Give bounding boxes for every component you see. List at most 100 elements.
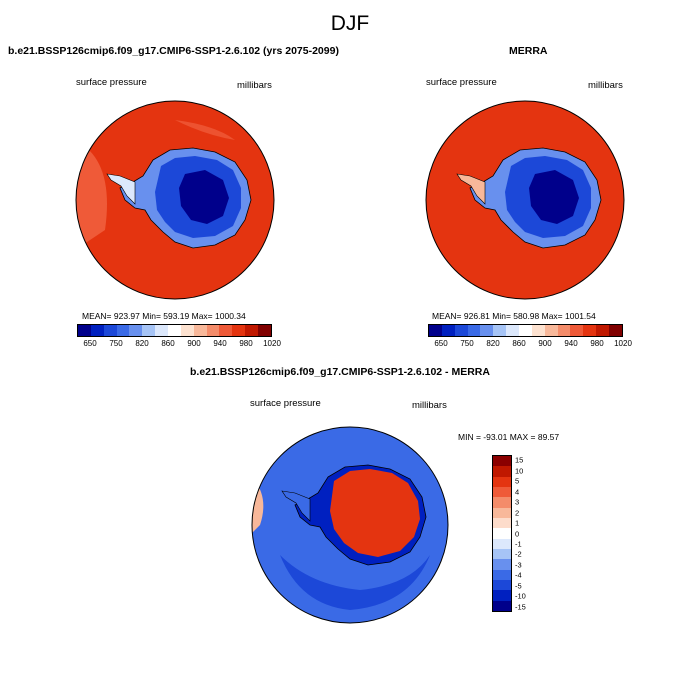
difference-peninsula: [281, 490, 311, 522]
merra-colorbar-swatch: [531, 325, 545, 336]
difference-colorbar-swatch: [493, 548, 511, 560]
merra-colorbar-swatch: [429, 325, 442, 336]
model-colorbar-swatch: [155, 325, 169, 336]
merra-colorbar-tick-label: 1020: [614, 339, 632, 348]
model-colorbar-swatch: [129, 325, 143, 336]
model-colorbar-ticks: 650 750 820 860 900 940 980 1020: [77, 339, 281, 349]
model-colorbar-swatch: [116, 325, 130, 336]
difference-colorbar-tick-label: 10: [515, 466, 524, 476]
model-colorbar-tick-label: 940: [213, 339, 227, 348]
model-colorbar-swatch: [232, 325, 246, 336]
model-colorbar-tick-label: 980: [239, 339, 253, 348]
model-colorbar-swatch: [78, 325, 91, 336]
merra-colorbar-tick-label: 860: [512, 339, 526, 348]
difference-colorbar-swatch: [493, 466, 511, 477]
difference-units-label: millibars: [412, 400, 447, 411]
merra-colorbar-tick-label: 900: [538, 339, 552, 348]
merra-colorbar-tick-label: 750: [460, 339, 474, 348]
model-colorbar-tick-label: 750: [109, 339, 123, 348]
merra-colorbar-swatch: [480, 325, 494, 336]
merra-colorbar-tick-label: 980: [590, 339, 604, 348]
difference-minmax: MIN = -93.01 MAX = 89.57: [458, 432, 560, 442]
merra-units-label: millibars: [588, 80, 623, 91]
merra-colorbar-swatch: [467, 325, 481, 336]
merra-stats: MEAN= 926.81 Min= 580.98 Max= 1001.54: [432, 311, 596, 321]
model-stats: MEAN= 923.97 Min= 593.19 Max= 1000.34: [82, 311, 246, 321]
difference-colorbar-swatch: [493, 538, 511, 549]
difference-colorbar-tick-label: -15: [515, 602, 526, 612]
difference-antarctica-interior: [330, 469, 420, 557]
difference-colorbar-swatch: [493, 456, 511, 467]
difference-colorbar-tick-label: -1: [515, 539, 522, 549]
difference-colorbar-tick-label: -5: [515, 581, 522, 591]
merra-colorbar: [428, 324, 623, 337]
merra-polar-map: [425, 100, 625, 300]
difference-colorbar-tick-label: -2: [515, 549, 522, 559]
difference-polar-map: [251, 426, 449, 624]
model-colorbar-swatch: [193, 325, 207, 336]
model-colorbar-tick-label: 1020: [263, 339, 281, 348]
merra-peninsula: [456, 173, 486, 205]
model-colorbar-tick-label: 860: [161, 339, 175, 348]
merra-colorbar-swatch: [583, 325, 597, 336]
difference-colorbar-swatch: [493, 590, 511, 601]
model-colorbar-swatch: [219, 325, 233, 336]
merra-colorbar-swatch: [557, 325, 571, 336]
merra-panel-title: MERRA: [509, 45, 548, 57]
merra-colorbar-swatch: [519, 325, 532, 336]
difference-colorbar-ticks: 15 10 5 4 3 2 1 0 -1 -2 -3 -4 -5 -10 -15: [515, 455, 545, 612]
merra-colorbar-tick-label: 820: [486, 339, 500, 348]
model-variable-label: surface pressure: [76, 77, 147, 88]
model-panel-title: b.e21.BSSP126cmip6.f09_g17.CMIP6-SSP1-2.…: [8, 45, 339, 57]
difference-colorbar-swatch: [493, 486, 511, 498]
difference-colorbar-swatch: [493, 507, 511, 518]
merra-colorbar-swatch: [609, 325, 622, 336]
difference-colorbar-swatch: [493, 497, 511, 508]
model-peninsula: [106, 173, 136, 205]
model-colorbar-swatch: [206, 325, 220, 336]
difference-colorbar-tick-label: 0: [515, 529, 520, 538]
merra-colorbar-swatch: [570, 325, 584, 336]
difference-colorbar-tick-label: -10: [515, 591, 526, 601]
model-colorbar-tick-label: 650: [83, 339, 97, 348]
model-ocean-anomaly-north: [175, 120, 235, 140]
model-colorbar-swatch: [90, 325, 104, 336]
season-title: DJF: [330, 12, 370, 35]
model-colorbar-swatch: [180, 325, 194, 336]
model-colorbar-swatch: [168, 325, 181, 336]
difference-colorbar-swatch: [493, 517, 511, 529]
merra-colorbar-tick-label: 940: [564, 339, 578, 348]
model-colorbar-swatch: [245, 325, 259, 336]
difference-colorbar-tick-label: 5: [515, 476, 520, 486]
difference-ocean-dark-band: [280, 555, 430, 610]
model-units-label: millibars: [237, 80, 272, 91]
difference-colorbar-swatch: [493, 579, 511, 591]
difference-panel-title: b.e21.BSSP126cmip6.f09_g17.CMIP6-SSP1-2.…: [190, 366, 490, 378]
difference-colorbar: [492, 455, 512, 612]
merra-colorbar-ticks: 650 750 820 860 900 940 980 1020: [428, 339, 632, 349]
merra-antarctica-interior: [529, 170, 579, 224]
difference-colorbar-tick-label: 1: [515, 518, 520, 528]
merra-colorbar-swatch: [544, 325, 558, 336]
difference-colorbar-tick-label: 15: [515, 455, 524, 465]
model-colorbar: [77, 324, 272, 337]
model-colorbar-tick-label: 820: [135, 339, 149, 348]
model-polar-map: [75, 100, 275, 300]
difference-colorbar-swatch: [493, 600, 511, 611]
merra-colorbar-tick-label: 650: [434, 339, 448, 348]
model-colorbar-tick-label: 900: [187, 339, 201, 348]
difference-colorbar-swatch: [493, 559, 511, 570]
model-colorbar-swatch: [258, 325, 271, 336]
difference-colorbar-swatch: [493, 528, 511, 539]
difference-colorbar-tick-label: 4: [515, 487, 520, 497]
merra-variable-label: surface pressure: [426, 77, 497, 88]
merra-colorbar-swatch: [441, 325, 455, 336]
difference-colorbar-tick-label: 3: [515, 497, 520, 507]
difference-colorbar-tick-label: 2: [515, 508, 520, 518]
merra-colorbar-swatch: [493, 325, 507, 336]
model-antarctica-interior: [179, 170, 229, 224]
merra-colorbar-swatch: [506, 325, 520, 336]
merra-colorbar-swatch: [454, 325, 468, 336]
model-ocean-anomaly-west: [76, 140, 107, 250]
difference-variable-label: surface pressure: [250, 398, 321, 409]
